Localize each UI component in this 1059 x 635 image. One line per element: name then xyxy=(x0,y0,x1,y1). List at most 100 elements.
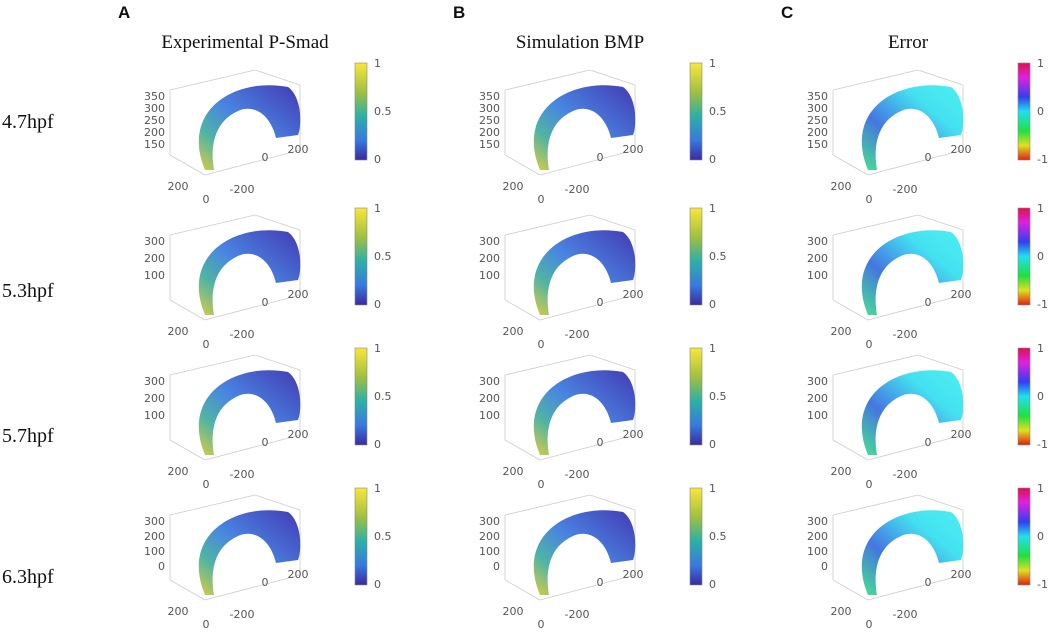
axis-line xyxy=(917,494,964,511)
x-tick-label: 0 xyxy=(203,618,210,631)
colorbar-tick-label: 1 xyxy=(709,202,716,215)
colorbar-tick-label: 0.5 xyxy=(709,390,727,403)
row-label: 5.7hpf xyxy=(2,425,54,447)
x-tick-label: 0 xyxy=(866,618,873,631)
axis-line xyxy=(539,434,636,461)
z-tick-label: 250 xyxy=(144,114,165,127)
colorbar xyxy=(1017,347,1031,446)
z-tick-label: 200 xyxy=(479,126,500,139)
y-tick-label: 0 xyxy=(597,576,604,589)
z-tick-label: 200 xyxy=(144,126,165,139)
axis-line xyxy=(867,149,964,176)
surface xyxy=(533,370,636,455)
axis-line xyxy=(169,579,206,601)
z-tick-label: 100 xyxy=(144,409,165,422)
colorbar xyxy=(1017,62,1031,161)
surface xyxy=(198,85,301,170)
y-tick-label: -200 xyxy=(893,468,918,481)
z-tick-label: 300 xyxy=(144,515,165,528)
axis-line xyxy=(504,69,591,91)
surface xyxy=(198,370,301,455)
z-tick-label: 250 xyxy=(807,114,828,127)
z-tick-label: 0 xyxy=(493,560,500,573)
colorbar-tick-label: 1 xyxy=(709,482,716,495)
z-tick-label: 200 xyxy=(807,252,828,265)
surface xyxy=(861,230,964,315)
z-tick-label: 300 xyxy=(479,515,500,528)
z-tick-label: 300 xyxy=(807,102,828,115)
colorbar-tick-label: 0 xyxy=(709,298,716,311)
panel: 300 200 100 200 0 0 -200 200 1 0.5 0 xyxy=(479,202,727,351)
x-tick-label: 200 xyxy=(503,180,524,193)
y-tick-label: 200 xyxy=(288,288,309,301)
y-tick-label: -200 xyxy=(893,608,918,621)
z-tick-label: 200 xyxy=(144,392,165,405)
y-tick-label: -200 xyxy=(230,468,255,481)
column-title: Experimental P-Smad xyxy=(161,32,329,53)
x-tick-label: 0 xyxy=(203,478,210,491)
z-tick-label: 150 xyxy=(479,138,500,151)
surface xyxy=(861,510,964,595)
y-tick-label: 200 xyxy=(288,428,309,441)
y-tick-label: -200 xyxy=(230,608,255,621)
y-tick-label: 0 xyxy=(925,576,932,589)
panel-letter: B xyxy=(453,3,465,22)
y-tick-label: 200 xyxy=(951,568,972,581)
y-tick-label: 0 xyxy=(262,151,269,164)
colorbar-tick-label: 1 xyxy=(709,57,716,70)
axis-line xyxy=(504,154,541,176)
axis-line xyxy=(504,299,541,321)
panel: 300 200 100 200 0 0 -200 200 1 0.5 0 xyxy=(144,202,392,351)
colorbar-tick-label: 1 xyxy=(1037,342,1044,355)
colorbar xyxy=(689,347,703,446)
x-tick-label: 200 xyxy=(831,180,852,193)
row-label: 5.3hpf xyxy=(2,280,54,302)
axis-line xyxy=(204,149,301,176)
x-tick-label: 0 xyxy=(203,338,210,351)
axis-line xyxy=(169,439,206,461)
colorbar xyxy=(354,347,368,446)
surface xyxy=(861,370,964,455)
z-tick-label: 300 xyxy=(479,375,500,388)
axis-line xyxy=(254,69,301,86)
colorbar xyxy=(689,207,703,306)
panel: 300 200 100 0 200 0 0 -200 200 1 0.5 0 xyxy=(479,482,727,631)
colorbar xyxy=(1017,487,1031,586)
axis-line xyxy=(832,299,869,321)
colorbar xyxy=(354,62,368,161)
z-tick-label: 200 xyxy=(479,252,500,265)
colorbar-tick-label: 0.5 xyxy=(374,250,392,263)
x-tick-label: 200 xyxy=(831,325,852,338)
y-tick-label: 200 xyxy=(623,143,644,156)
axis-line xyxy=(832,494,919,516)
colorbar xyxy=(354,207,368,306)
axis-line xyxy=(169,69,256,91)
x-tick-label: 200 xyxy=(503,325,524,338)
axis-line xyxy=(254,354,301,371)
axis-line xyxy=(504,579,541,601)
z-tick-label: 100 xyxy=(807,269,828,282)
panel: 300 200 100 200 0 0 -200 200 1 0.5 0 xyxy=(144,342,392,491)
z-tick-label: 100 xyxy=(479,269,500,282)
axis-line xyxy=(832,439,869,461)
panel: 300 200 100 200 0 0 -200 200 1 0 -1 xyxy=(807,342,1048,491)
colorbar-tick-label: -1 xyxy=(1037,438,1048,451)
axis-line xyxy=(169,299,206,321)
y-tick-label: 200 xyxy=(288,143,309,156)
z-tick-label: 350 xyxy=(479,90,500,103)
axis-line xyxy=(204,434,301,461)
axis-line xyxy=(504,439,541,461)
colorbar-tick-label: 0 xyxy=(374,438,381,451)
z-tick-label: 300 xyxy=(144,102,165,115)
colorbar-tick-label: 0 xyxy=(1037,105,1044,118)
z-tick-label: 200 xyxy=(144,252,165,265)
z-tick-label: 100 xyxy=(807,545,828,558)
z-tick-label: 200 xyxy=(807,392,828,405)
colorbar-tick-label: 1 xyxy=(1037,57,1044,70)
colorbar-tick-label: 0 xyxy=(709,438,716,451)
z-tick-label: 200 xyxy=(144,530,165,543)
x-tick-label: 200 xyxy=(168,465,189,478)
surface xyxy=(198,510,301,595)
z-tick-label: 300 xyxy=(479,102,500,115)
